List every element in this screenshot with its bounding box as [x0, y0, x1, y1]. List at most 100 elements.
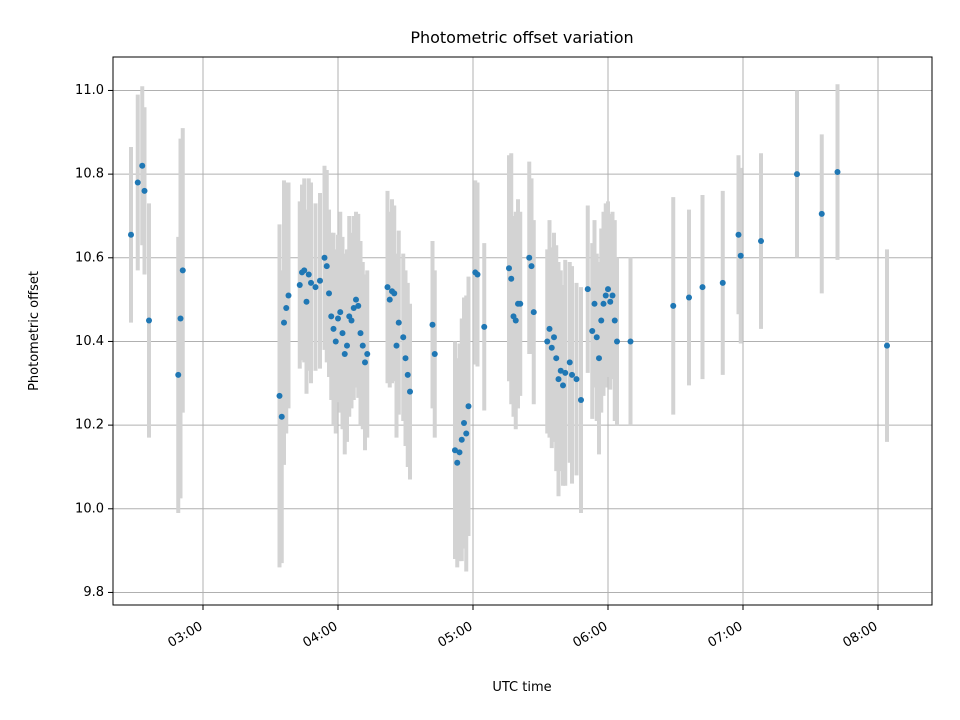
data-point: [393, 342, 400, 349]
data-point: [348, 317, 355, 324]
data-point: [458, 436, 465, 443]
data-point: [512, 317, 519, 324]
data-point: [544, 338, 551, 345]
data-point: [283, 304, 290, 311]
data-point: [818, 210, 825, 217]
data-point: [339, 330, 346, 337]
y-tick-label: 10.0: [75, 501, 104, 516]
data-point: [281, 319, 287, 326]
data-point: [627, 338, 634, 345]
y-tick-label: 10.8: [75, 167, 104, 182]
y-tick-label: 11.0: [75, 83, 104, 98]
data-point: [456, 449, 463, 456]
data-point: [384, 284, 391, 291]
data-point: [359, 342, 366, 349]
data-point: [584, 286, 591, 293]
data-point: [686, 294, 692, 301]
data-point: [391, 290, 398, 297]
data-point: [602, 292, 609, 299]
data-point: [553, 355, 560, 362]
data-point: [355, 302, 362, 309]
data-point: [128, 231, 134, 238]
data-point: [429, 321, 436, 328]
data-point: [555, 376, 562, 383]
plot-frame: [112, 56, 933, 606]
y-tick-label: 10.4: [75, 334, 104, 349]
data-point: [357, 330, 364, 337]
data-point: [506, 265, 512, 272]
data-point: [528, 263, 535, 270]
data-point: [598, 317, 605, 324]
data-point: [335, 315, 341, 322]
data-point: [139, 162, 146, 169]
data-point: [670, 302, 677, 309]
data-point: [884, 342, 890, 349]
data-point: [551, 334, 557, 341]
data-point: [562, 369, 569, 376]
data-point: [719, 279, 726, 286]
data-point: [735, 231, 742, 238]
data-point: [454, 459, 461, 466]
data-point: [452, 447, 458, 454]
data-point: [557, 367, 564, 374]
data-point: [175, 371, 182, 378]
data-point: [395, 319, 402, 326]
data-point: [364, 351, 371, 358]
data-point: [699, 284, 706, 291]
data-point: [407, 388, 413, 395]
data-point: [481, 323, 488, 330]
data-point: [402, 355, 409, 362]
data-point: [578, 397, 584, 404]
data-point: [404, 371, 411, 378]
data-point: [323, 263, 330, 270]
data-point: [303, 298, 310, 305]
data-point: [276, 392, 283, 399]
data-point: [285, 292, 292, 299]
data-point: [834, 169, 841, 176]
data-point: [312, 284, 319, 291]
data-point: [296, 281, 303, 288]
data-point: [341, 351, 348, 358]
data-point: [614, 338, 620, 345]
data-point: [517, 300, 524, 307]
data-point: [465, 403, 472, 410]
data-point: [328, 313, 335, 320]
x-axis-label: UTC time: [492, 680, 551, 695]
data-point: [362, 359, 368, 366]
data-point: [179, 267, 186, 274]
data-point: [305, 271, 312, 278]
data-point: [474, 271, 481, 278]
data-point: [758, 238, 764, 245]
data-point: [317, 277, 323, 284]
data-point: [146, 317, 152, 324]
data-point: [593, 334, 600, 341]
y-axis-ticks: 9.8 10.0 10.2 10.4 10.6 10.8 11.0: [75, 83, 113, 600]
data-point: [526, 254, 533, 261]
data-point: [344, 342, 350, 349]
data-point: [141, 187, 148, 194]
data-points: [128, 162, 890, 466]
data-point: [609, 292, 616, 299]
data-point: [573, 376, 580, 383]
data-point: [566, 359, 573, 366]
data-point: [431, 351, 438, 358]
data-point: [400, 334, 407, 341]
data-point: [607, 298, 614, 305]
chart-title: Photometric offset variation: [410, 28, 633, 47]
data-point: [278, 413, 285, 420]
data-point: [177, 315, 184, 322]
data-point: [589, 328, 596, 334]
data-point: [560, 382, 566, 389]
data-point: [548, 344, 555, 351]
data-point: [321, 254, 328, 261]
data-point: [134, 179, 141, 186]
data-point: [600, 300, 607, 307]
data-point: [301, 267, 308, 274]
data-point: [461, 420, 467, 427]
y-tick-label: 10.6: [75, 250, 104, 265]
data-point: [596, 355, 602, 362]
data-point: [386, 296, 393, 303]
data-point: [591, 300, 598, 307]
